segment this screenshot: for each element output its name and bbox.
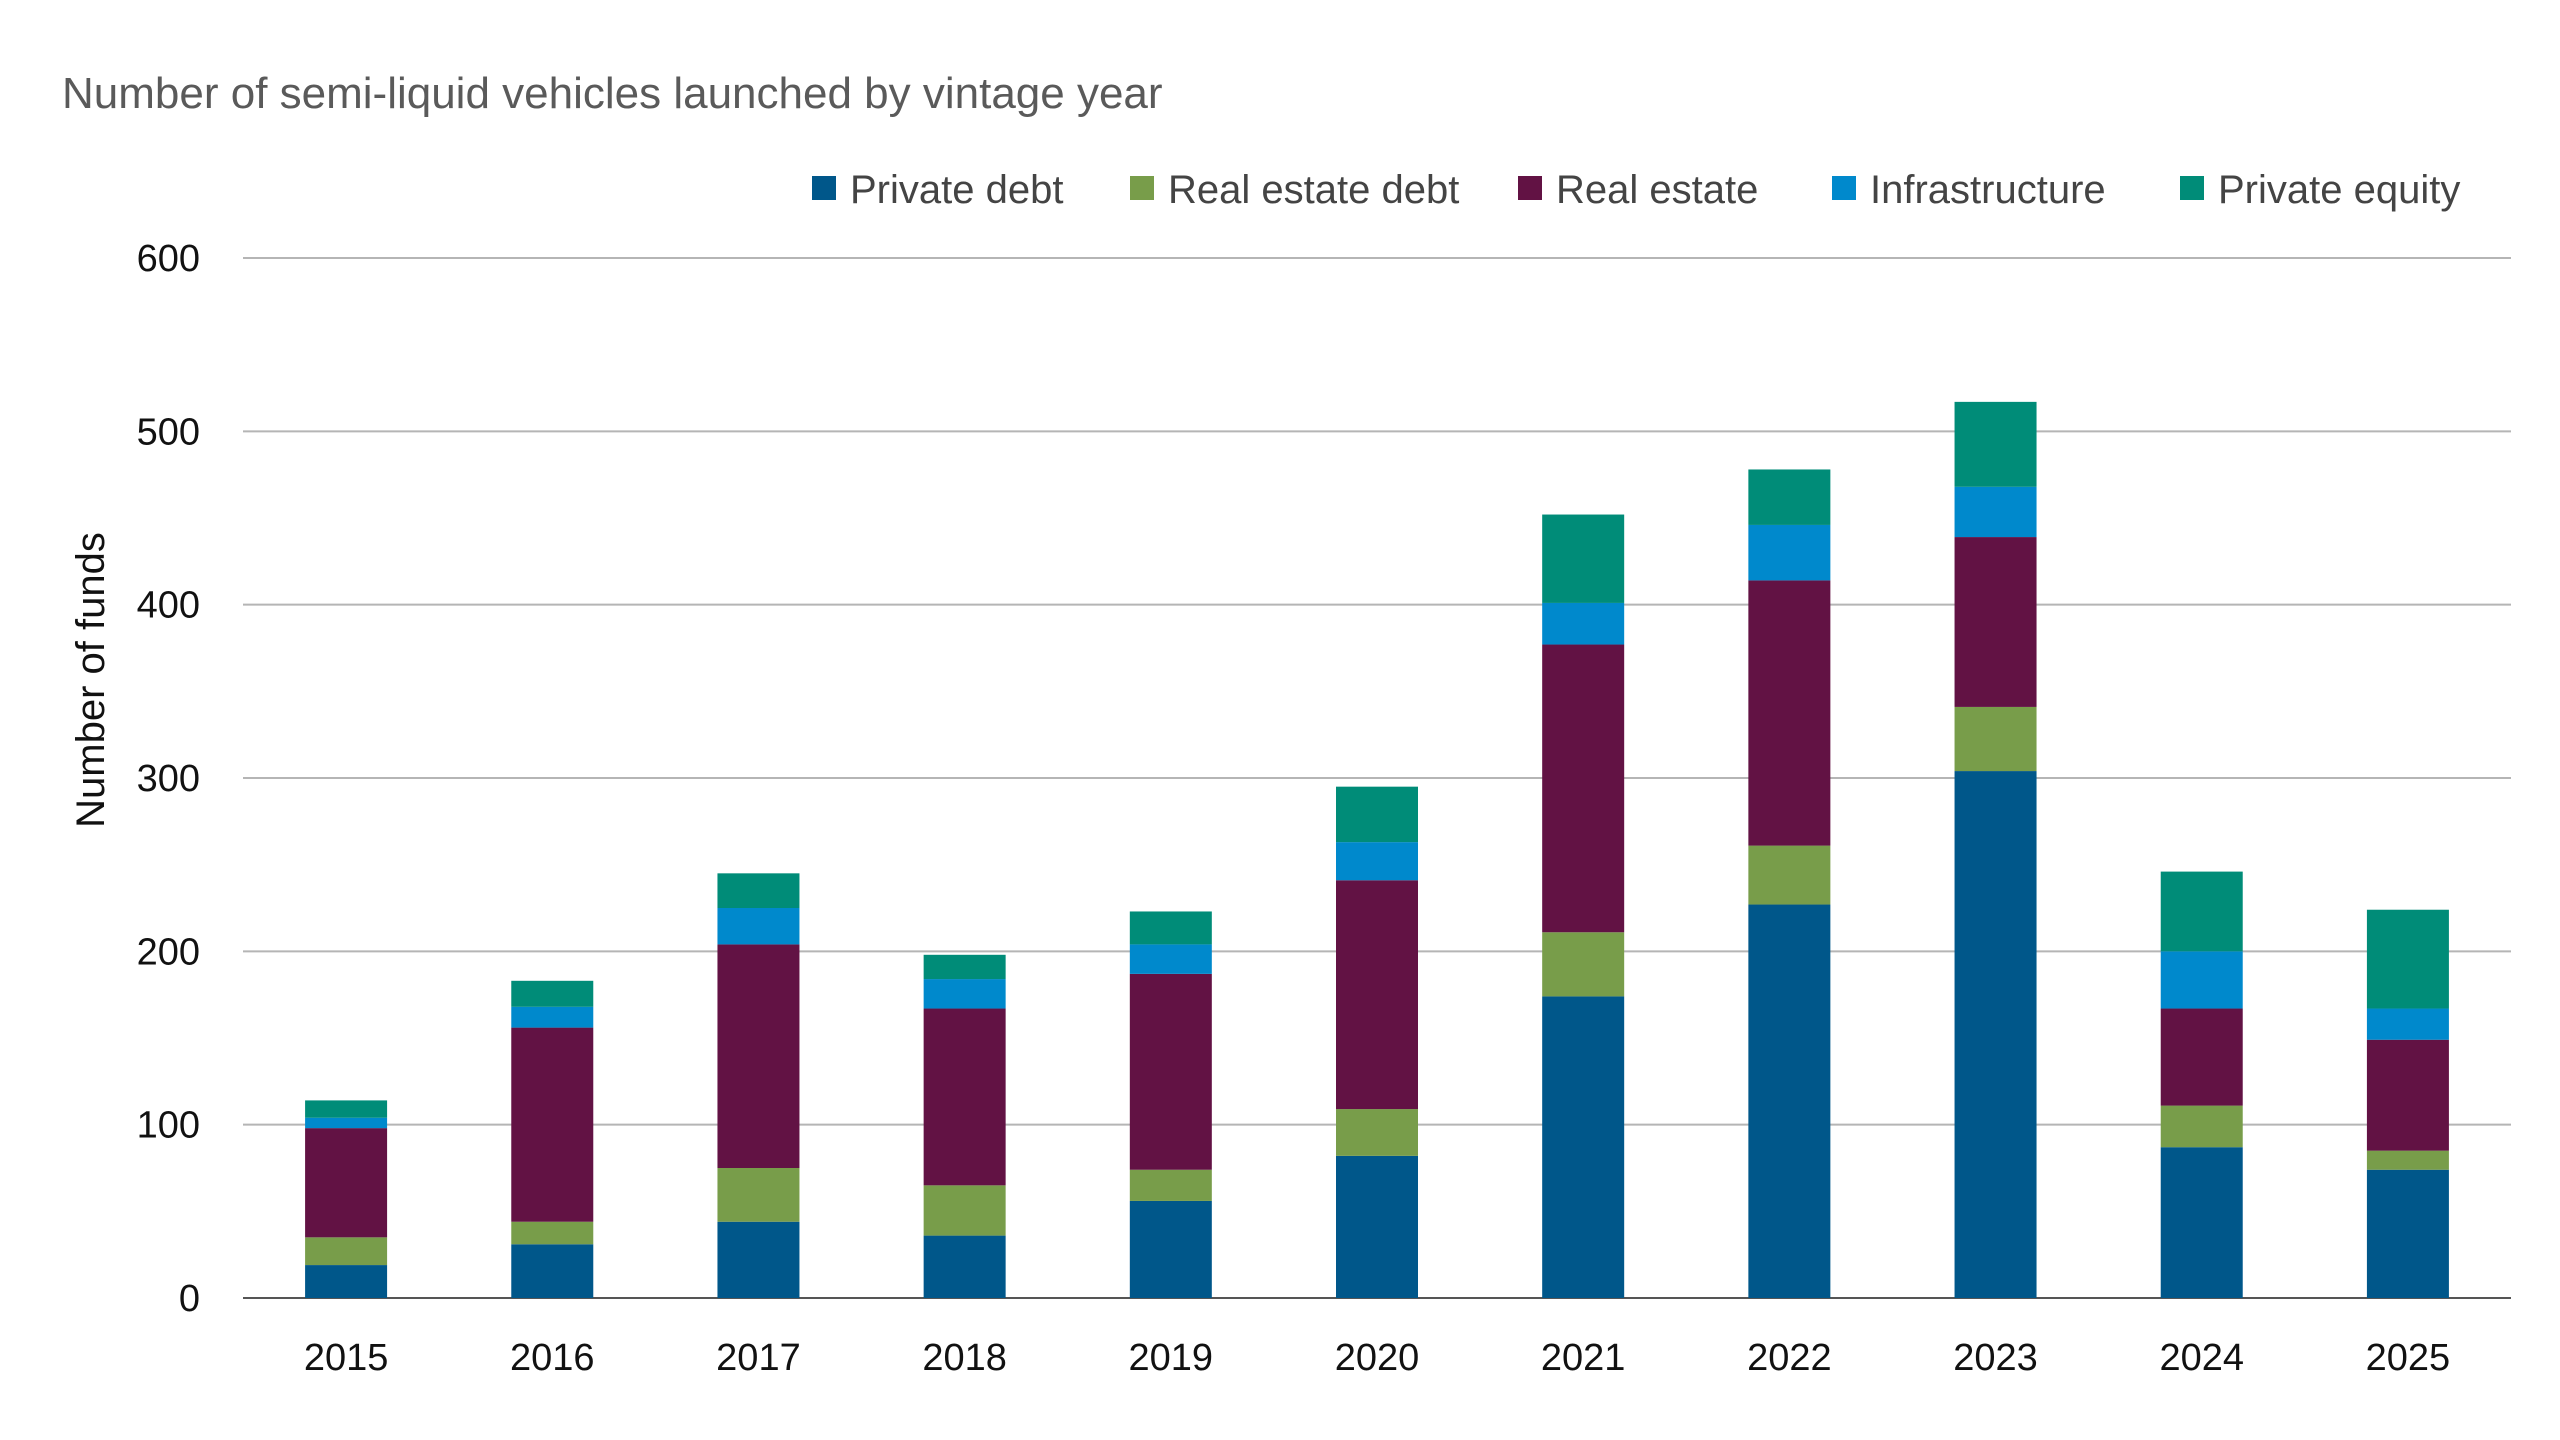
bar-segment xyxy=(1542,514,1625,603)
bar-segment xyxy=(305,1265,388,1298)
bar-segment xyxy=(1954,401,2037,487)
bar-segment xyxy=(1336,842,1418,881)
legend-label: Private equity xyxy=(2218,168,2460,212)
bars xyxy=(305,401,2449,1298)
y-axis-label: Number of funds xyxy=(69,532,113,828)
bar-segment xyxy=(511,1221,594,1245)
x-tick-label: 2023 xyxy=(1953,1337,2038,1379)
bar-segment xyxy=(2160,951,2243,1009)
y-tick-label: 300 xyxy=(137,758,200,800)
bar-segment xyxy=(2366,1039,2449,1151)
x-tick-label: 2022 xyxy=(1747,1337,1832,1379)
legend-swatch xyxy=(1832,176,1856,200)
legend: Private debt Real estate debt Real estate I… xyxy=(812,168,2460,212)
y-tick-label: 200 xyxy=(137,931,200,973)
x-tick-label: 2025 xyxy=(2366,1337,2451,1379)
y-tick-label: 500 xyxy=(137,411,200,453)
bar-segment xyxy=(511,1027,594,1222)
bar-segment xyxy=(305,1117,388,1129)
bar-segment xyxy=(1748,524,1831,581)
bar-segment xyxy=(2160,1008,2243,1106)
bar-segment xyxy=(1336,786,1418,843)
y-tick-label: 0 xyxy=(179,1278,200,1320)
bar-segment xyxy=(1336,1155,1418,1298)
bar-segment xyxy=(1542,644,1625,933)
legend-label: Infrastructure xyxy=(1870,168,2106,212)
legend-swatch xyxy=(2180,176,2204,200)
bar-segment xyxy=(923,979,1006,1009)
x-tick-label: 2024 xyxy=(2159,1337,2244,1379)
bar-segment xyxy=(1954,706,2037,772)
bar-segment xyxy=(511,1244,594,1298)
legend-item: Real estate debt xyxy=(1130,168,1459,212)
bar-segment xyxy=(511,980,594,1007)
y-tick-label: 600 xyxy=(137,238,200,280)
bar-segment xyxy=(923,1235,1006,1298)
x-tick-label: 2015 xyxy=(304,1337,389,1379)
bar-segment xyxy=(1129,911,1212,945)
bar-segment xyxy=(1748,904,1831,1298)
bar-segment xyxy=(1129,944,1212,974)
bar-segment xyxy=(1129,1169,1212,1201)
bar-segment xyxy=(2366,909,2449,1009)
legend-label: Private debt xyxy=(850,168,1063,212)
bar-segment xyxy=(923,954,1006,980)
bar-segment xyxy=(2160,871,2243,952)
bar-segment xyxy=(1129,973,1212,1170)
legend-swatch xyxy=(812,176,836,200)
legend-label: Real estate xyxy=(1556,168,1758,212)
bar-segment xyxy=(1542,996,1625,1298)
bar-segment xyxy=(1954,771,2037,1298)
x-tick-label: 2016 xyxy=(510,1337,595,1379)
bar-segment xyxy=(717,873,800,908)
bar-segment xyxy=(305,1100,388,1118)
x-tick-label: 2018 xyxy=(922,1337,1007,1379)
bar-segment xyxy=(1542,602,1625,645)
y-tick-label: 400 xyxy=(137,585,200,627)
bar-segment xyxy=(1542,932,1625,997)
legend-swatch xyxy=(1130,176,1154,200)
bar-segment xyxy=(511,1006,594,1028)
y-tick-label: 100 xyxy=(137,1105,200,1147)
bar-segment xyxy=(2366,1008,2449,1040)
legend-item: Infrastructure xyxy=(1832,168,2106,212)
chart-title: Number of semi-liquid vehicles launched … xyxy=(62,69,1163,118)
bar-segment xyxy=(305,1128,388,1238)
bar-segment xyxy=(1129,1200,1212,1298)
legend-swatch xyxy=(1518,176,1542,200)
bar-segment xyxy=(923,1185,1006,1236)
bar-segment xyxy=(2160,1105,2243,1148)
x-tick-label: 2017 xyxy=(716,1337,801,1379)
bar-segment xyxy=(1336,1109,1418,1156)
bar-segment xyxy=(2366,1169,2449,1298)
y-tick-labels: 0 100 200 300 400 500 600 xyxy=(137,238,200,1320)
bar-segment xyxy=(717,1221,800,1298)
legend-item: Real estate xyxy=(1518,168,1758,212)
x-tick-label: 2019 xyxy=(1129,1337,1214,1379)
bar-segment xyxy=(1748,469,1831,525)
bar-segment xyxy=(717,908,800,945)
bar-segment xyxy=(2160,1147,2243,1298)
bar-segment xyxy=(717,944,800,1168)
x-tick-labels: 2015 2016 2017 2018 2019 2020 2021 2022 2023 2024… xyxy=(304,1337,2450,1379)
bar-segment xyxy=(1954,486,2037,538)
bar-segment xyxy=(1748,580,1831,846)
bar-segment xyxy=(1336,880,1418,1110)
bar-segment xyxy=(1748,845,1831,905)
bar-segment xyxy=(717,1168,800,1222)
x-tick-label: 2020 xyxy=(1335,1337,1420,1379)
legend-label: Real estate debt xyxy=(1168,168,1459,212)
bar-segment xyxy=(2366,1150,2449,1170)
legend-item: Private debt xyxy=(812,168,1063,212)
bar-segment xyxy=(305,1237,388,1266)
legend-item: Private equity xyxy=(2180,168,2460,212)
bar-segment xyxy=(923,1008,1006,1186)
x-tick-label: 2021 xyxy=(1541,1337,1626,1379)
bar-segment xyxy=(1954,537,2037,707)
